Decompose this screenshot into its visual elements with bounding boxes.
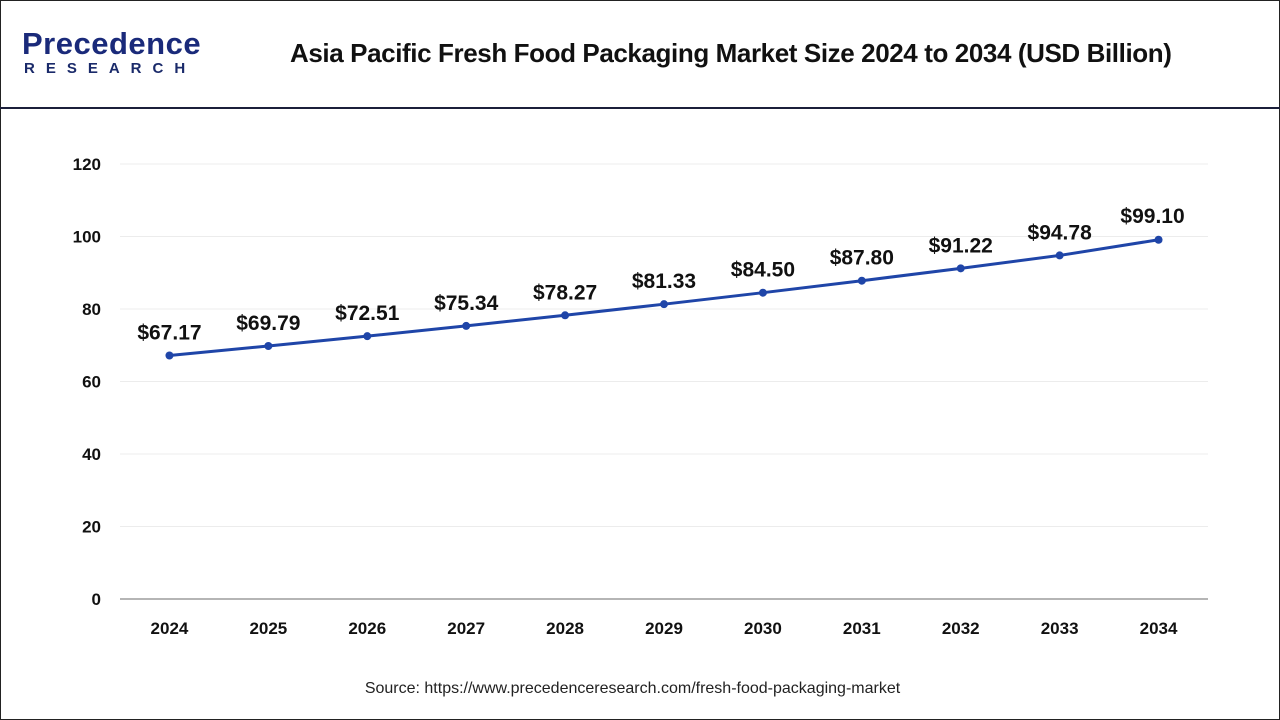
y-tick-label: 20 (82, 518, 101, 537)
y-tick-label: 0 (92, 590, 101, 609)
y-tick-label: 100 (73, 228, 101, 247)
x-tick-label: 2032 (942, 619, 980, 638)
x-tick-label: 2029 (645, 619, 683, 638)
data-point (1055, 251, 1064, 260)
data-label: $69.79 (236, 312, 300, 335)
logo-main-text: Precedence (22, 26, 202, 61)
data-label: $94.78 (1028, 221, 1093, 244)
x-tick-label: 2028 (546, 619, 584, 638)
x-tick-label: 2034 (1140, 619, 1178, 638)
data-label: $78.27 (533, 281, 597, 304)
x-tick-label: 2026 (348, 619, 386, 638)
data-point (857, 276, 866, 285)
brand-logo: Precedence RESEARCH (22, 28, 201, 78)
data-label: $99.10 (1120, 205, 1184, 228)
x-tick-label: 2027 (447, 619, 485, 638)
data-point (462, 321, 471, 330)
y-tick-label: 120 (73, 155, 101, 174)
source-caption: Source: https://www.precedenceresearch.c… (364, 680, 901, 697)
x-tick-label: 2033 (1041, 619, 1079, 638)
data-label: $67.17 (137, 322, 201, 345)
data-point (264, 342, 273, 351)
x-tick-label: 2030 (744, 619, 782, 638)
y-tick-label: 40 (82, 445, 101, 464)
data-label: $84.50 (731, 259, 795, 282)
data-line (169, 238, 1159, 358)
y-tick-label: 80 (82, 300, 101, 319)
data-label: $75.34 (434, 292, 499, 315)
x-tick-label: 2025 (249, 619, 287, 638)
data-point (660, 300, 668, 309)
data-point (363, 332, 372, 341)
data-label: $72.51 (335, 302, 400, 325)
data-label: $87.80 (830, 247, 894, 270)
header: Precedence RESEARCH Asia Pacific Fresh F… (0, 0, 1280, 109)
y-tick-label: 60 (82, 373, 101, 392)
data-label: $91.22 (929, 234, 993, 257)
logo-sub-text: RESEARCH (24, 60, 197, 77)
data-point (561, 311, 570, 320)
data-point (758, 288, 767, 297)
data-point (165, 351, 174, 360)
chart-title: Asia Pacific Fresh Food Packaging Market… (290, 38, 1172, 68)
data-label: $81.33 (632, 270, 696, 293)
x-tick-label: 2024 (151, 619, 189, 638)
data-point (956, 264, 965, 273)
data-point (1154, 235, 1163, 244)
x-tick-label: 2031 (843, 619, 881, 638)
